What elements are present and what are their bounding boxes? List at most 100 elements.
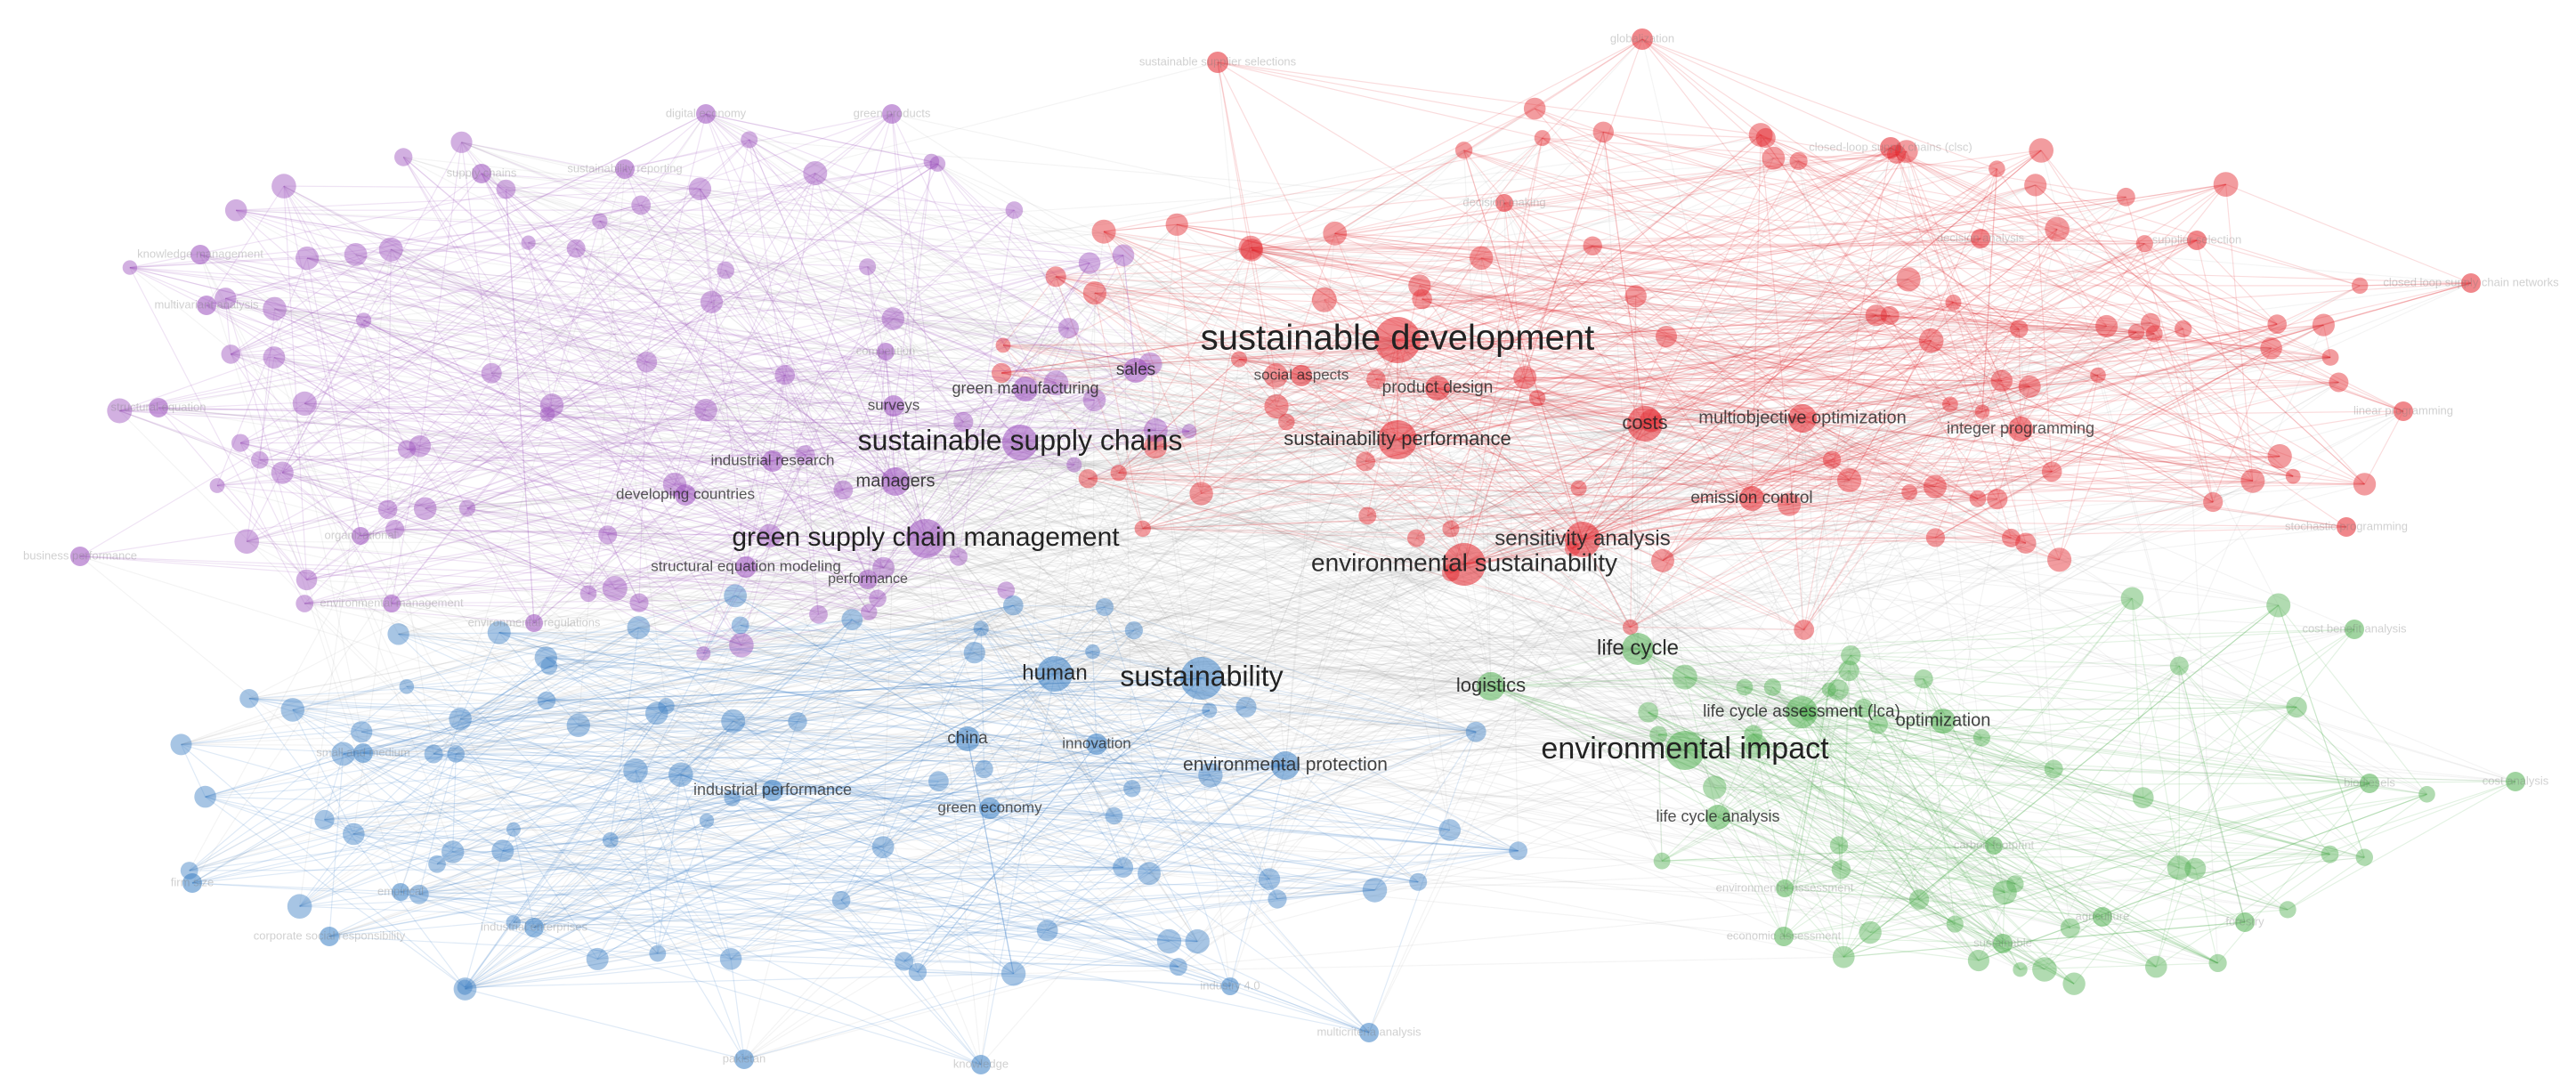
- purple-cluster-node[interactable]: [833, 480, 854, 500]
- blue-cluster-node[interactable]: [668, 762, 693, 787]
- blue-cluster-node[interactable]: [447, 745, 465, 763]
- red-cluster-node[interactable]: [2090, 367, 2106, 384]
- red-cluster-node[interactable]: [1231, 351, 1247, 368]
- red-cluster-node[interactable]: [2352, 277, 2369, 295]
- red-cluster-node[interactable]: [2145, 325, 2163, 343]
- blue-cluster-node[interactable]: [1169, 958, 1187, 977]
- red-cluster-node[interactable]: [2461, 273, 2481, 293]
- red-cluster-node[interactable]: [1311, 287, 1337, 312]
- green-cluster-node[interactable]: [1838, 661, 1859, 682]
- purple-cluster-node[interactable]: [636, 352, 658, 373]
- purple-cluster-node[interactable]: [481, 362, 502, 384]
- red-cluster-node[interactable]: [2002, 528, 2021, 547]
- purple-cluster-node[interactable]: [525, 614, 543, 632]
- red-cluster-node[interactable]: [1528, 390, 1546, 407]
- red-cluster-node[interactable]: [1880, 306, 1900, 325]
- purple-cluster-node[interactable]: [906, 519, 945, 558]
- blue-cluster-node[interactable]: [1096, 598, 1114, 616]
- blue-cluster-node[interactable]: [841, 609, 863, 630]
- green-cluster-node[interactable]: [2169, 656, 2189, 676]
- purple-cluster-node[interactable]: [539, 393, 564, 417]
- purple-cluster-node[interactable]: [356, 312, 372, 328]
- red-cluster-node[interactable]: [1523, 97, 1546, 120]
- red-cluster-node[interactable]: [1143, 434, 1168, 459]
- blue-cluster-node[interactable]: [1123, 780, 1141, 798]
- red-cluster-node[interactable]: [1278, 413, 1295, 431]
- purple-cluster-node[interactable]: [296, 569, 318, 591]
- purple-cluster-node[interactable]: [629, 593, 649, 612]
- purple-cluster-node[interactable]: [271, 461, 294, 484]
- purple-cluster-node[interactable]: [809, 604, 828, 624]
- red-cluster-node[interactable]: [2329, 372, 2349, 393]
- red-cluster-node[interactable]: [1969, 490, 1987, 507]
- red-cluster-node[interactable]: [1837, 467, 1862, 493]
- red-cluster-node[interactable]: [1356, 451, 1375, 472]
- purple-cluster-node[interactable]: [662, 472, 687, 497]
- red-cluster-node[interactable]: [1632, 28, 1653, 50]
- green-cluster-node[interactable]: [2006, 875, 2024, 893]
- blue-cluster-node[interactable]: [534, 646, 557, 669]
- red-cluster-node[interactable]: [1045, 266, 1066, 288]
- purple-cluster-node[interactable]: [872, 556, 895, 579]
- green-cluster-node[interactable]: [1992, 880, 2017, 905]
- green-cluster-node[interactable]: [1985, 837, 2003, 855]
- red-cluster-node[interactable]: [1442, 563, 1460, 582]
- blue-cluster-node[interactable]: [1124, 621, 1143, 640]
- green-cluster-node[interactable]: [1672, 664, 1697, 690]
- green-cluster-node[interactable]: [1946, 915, 1964, 933]
- green-cluster-node[interactable]: [2062, 972, 2086, 995]
- red-cluster-node[interactable]: [2260, 336, 2282, 360]
- blue-cluster-node[interactable]: [721, 709, 746, 733]
- blue-cluster-node[interactable]: [734, 1050, 754, 1069]
- purple-cluster-node[interactable]: [221, 344, 241, 364]
- red-cluster-node[interactable]: [1495, 194, 1513, 212]
- red-cluster-node[interactable]: [1987, 489, 2008, 510]
- purple-cluster-node[interactable]: [409, 434, 432, 458]
- red-cluster-node[interactable]: [2285, 468, 2301, 484]
- purple-cluster-node[interactable]: [774, 364, 796, 385]
- red-cluster-node[interactable]: [1989, 160, 2005, 177]
- purple-cluster-node[interactable]: [1144, 417, 1168, 442]
- blue-cluster-node[interactable]: [540, 658, 558, 675]
- red-cluster-node[interactable]: [1442, 520, 1460, 538]
- purple-cluster-node[interactable]: [521, 235, 536, 250]
- purple-cluster-node[interactable]: [231, 434, 250, 452]
- purple-cluster-node[interactable]: [1005, 201, 1024, 219]
- purple-cluster-node[interactable]: [383, 595, 401, 612]
- red-cluster-node[interactable]: [1942, 396, 1958, 413]
- purple-cluster-node[interactable]: [1066, 457, 1082, 473]
- red-cluster-node[interactable]: [1778, 492, 1802, 516]
- blue-cluster-node[interactable]: [1509, 841, 1527, 861]
- blue-cluster-node[interactable]: [871, 836, 895, 858]
- red-cluster-node[interactable]: [1880, 137, 1901, 158]
- green-cluster-node[interactable]: [1831, 860, 1851, 879]
- blue-cluster-node[interactable]: [649, 944, 667, 962]
- red-cluster-node[interactable]: [1470, 246, 1494, 270]
- red-cluster-node[interactable]: [1762, 146, 1786, 170]
- blue-cluster-node[interactable]: [314, 809, 335, 831]
- blue-cluster-node[interactable]: [1138, 862, 1161, 886]
- blue-cluster-node[interactable]: [566, 713, 590, 737]
- purple-cluster-node[interactable]: [861, 604, 878, 620]
- purple-cluster-node[interactable]: [859, 258, 877, 276]
- blue-cluster-node[interactable]: [182, 873, 202, 893]
- purple-cluster-node[interactable]: [717, 261, 734, 280]
- red-cluster-node[interactable]: [1374, 317, 1421, 363]
- purple-cluster-node[interactable]: [696, 104, 716, 124]
- blue-cluster-node[interactable]: [1037, 656, 1073, 692]
- red-cluster-node[interactable]: [1425, 376, 1450, 401]
- purple-cluster-node[interactable]: [271, 174, 296, 199]
- green-cluster-node[interactable]: [1776, 879, 1794, 897]
- red-cluster-node[interactable]: [1901, 484, 1918, 500]
- blue-cluster-node[interactable]: [1258, 868, 1281, 890]
- green-cluster-node[interactable]: [1800, 705, 1816, 721]
- purple-cluster-node[interactable]: [1043, 370, 1069, 396]
- blue-cluster-node[interactable]: [280, 698, 305, 722]
- red-cluster-node[interactable]: [1366, 369, 1386, 389]
- red-cluster-node[interactable]: [2127, 324, 2145, 341]
- green-cluster-node[interactable]: [1744, 733, 1769, 758]
- purple-cluster-node[interactable]: [377, 499, 398, 520]
- green-cluster-node[interactable]: [1967, 949, 1989, 972]
- purple-cluster-node[interactable]: [1181, 424, 1197, 439]
- purple-cluster-node[interactable]: [296, 246, 320, 271]
